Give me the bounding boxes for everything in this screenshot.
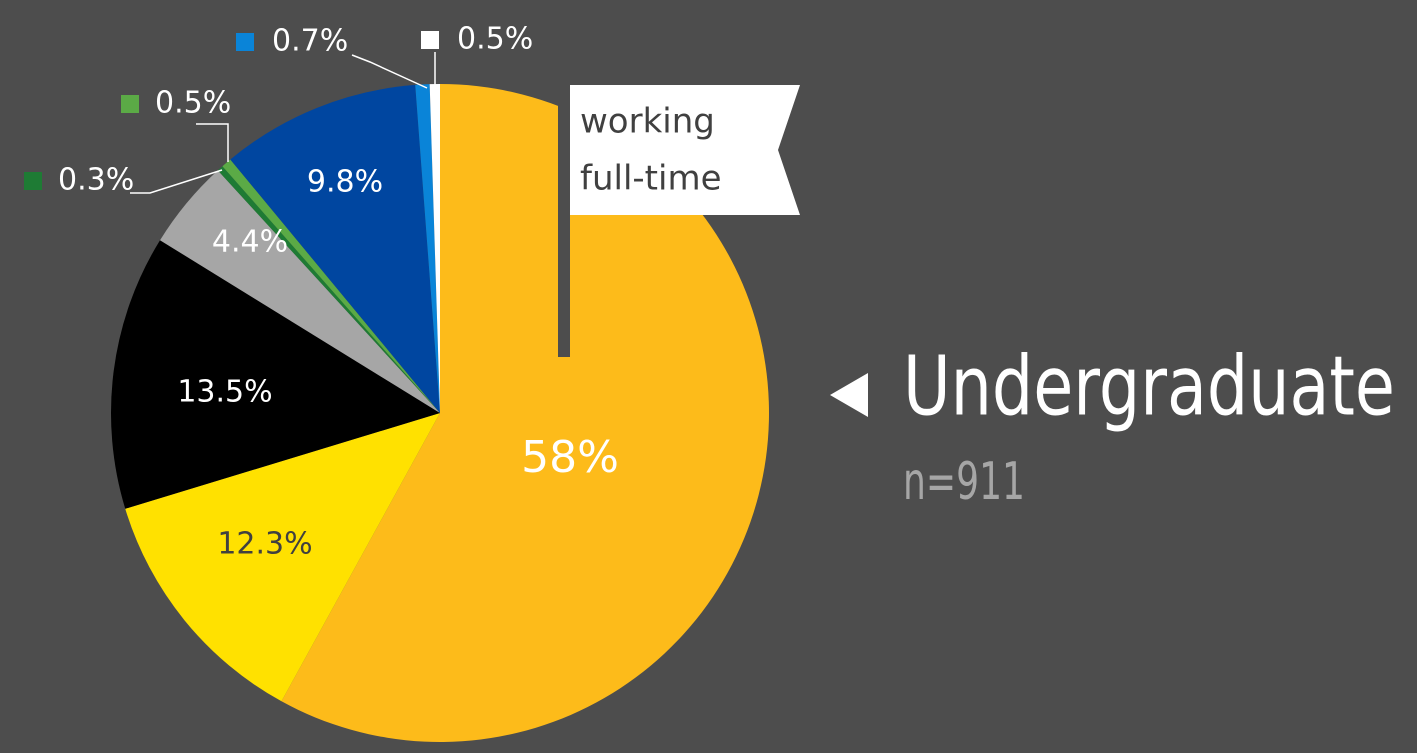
legend-swatch — [236, 33, 254, 51]
data-label: 0.5% — [457, 22, 533, 57]
chart-title: Undergraduate — [903, 339, 1395, 434]
data-label: 0.5% — [155, 86, 231, 121]
pie-slice — [429, 84, 440, 413]
callout-pointer — [558, 85, 570, 357]
legend-swatch — [421, 31, 439, 49]
pie-slice — [222, 159, 440, 413]
leader-line — [130, 169, 223, 194]
pie-slice — [125, 413, 441, 702]
legend-swatch — [24, 172, 42, 190]
data-label: 4.4% — [212, 225, 288, 260]
callout-text: working — [580, 102, 715, 142]
pie-slice — [281, 84, 769, 742]
leader-line — [351, 54, 428, 89]
data-label: 13.5% — [177, 375, 272, 410]
leader-line — [196, 123, 229, 162]
callout-box — [570, 85, 800, 215]
data-label: 9.8% — [307, 165, 383, 200]
pie-slice — [217, 166, 440, 413]
chart-subtitle: n=911 — [903, 452, 1025, 512]
legend-swatch — [121, 95, 139, 113]
callout-text: full-time — [580, 159, 722, 199]
pie-slice — [230, 84, 440, 413]
data-label: 0.7% — [272, 24, 348, 59]
pie — [111, 84, 769, 742]
data-label: 12.3% — [217, 527, 312, 562]
pie-slice — [415, 84, 440, 413]
data-label: 58% — [521, 432, 619, 483]
title-marker — [830, 373, 868, 417]
data-label: 0.3% — [58, 163, 134, 198]
pie-slice — [160, 170, 440, 413]
pie-slice — [111, 240, 441, 509]
